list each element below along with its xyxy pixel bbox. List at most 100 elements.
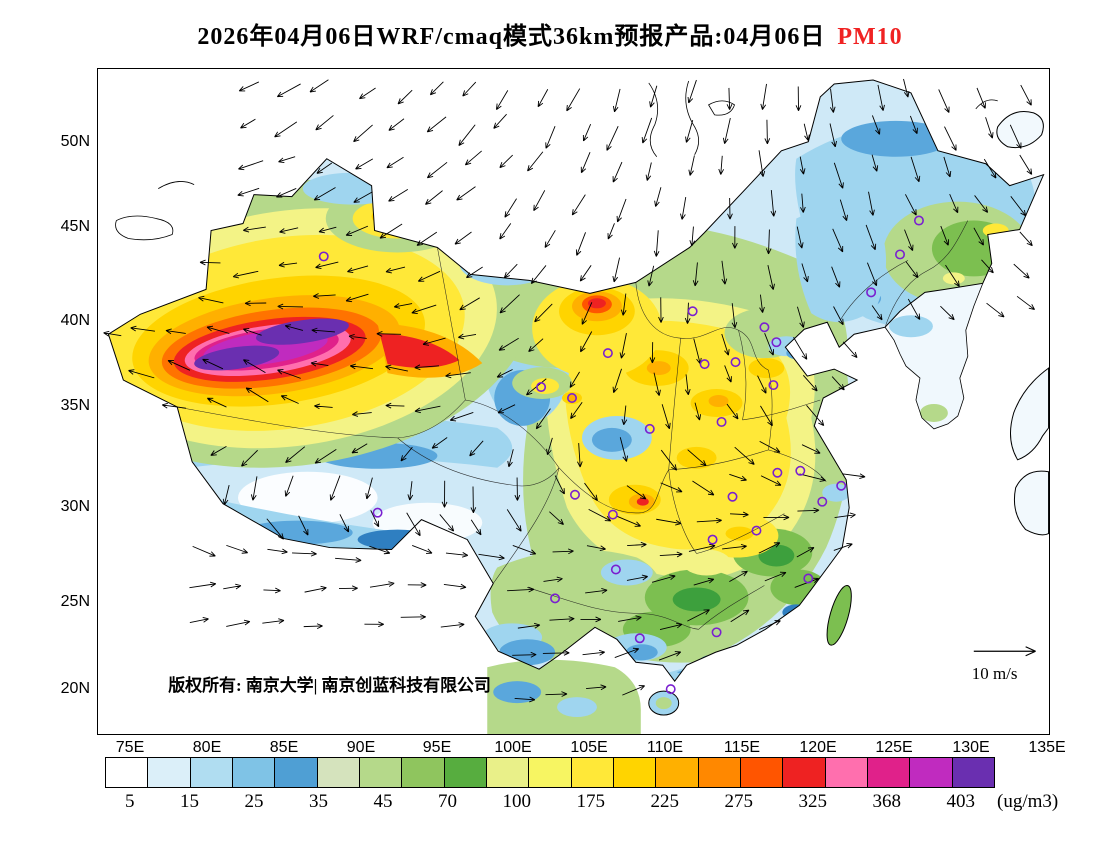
wind-vector-field	[103, 78, 1036, 703]
colorbar-tick-15: 15	[180, 791, 199, 812]
wind-scale-arrow-icon	[973, 646, 1036, 657]
colorbar-segment-1	[148, 758, 191, 787]
lat-tick-20N: 20N	[60, 680, 90, 698]
colorbar-segment-10	[529, 758, 572, 787]
city-marker	[751, 525, 762, 536]
lon-tick-125E: 125E	[875, 739, 913, 756]
colorbar	[105, 757, 995, 788]
page-title: 2026年04月06日WRF/cmaq模式36km预报产品:04月06日 PM10	[0, 16, 1100, 51]
colorbar-tick-35: 35	[309, 791, 328, 812]
japan-coastline	[1009, 367, 1049, 461]
city-marker	[372, 507, 383, 518]
city-marker	[607, 509, 618, 520]
lon-tick-75E: 75E	[115, 739, 145, 756]
colorbar-segment-9	[486, 758, 530, 787]
forecast-map: 版权所有: 南京大学| 南京创蓝科技有限公司 10 m/s	[103, 78, 1049, 734]
colorbar-segment-8	[444, 758, 487, 787]
islands	[648, 585, 852, 716]
lon-tick-105E: 105E	[570, 739, 608, 756]
lon-tick-130E: 130E	[952, 739, 990, 756]
colorbar-tick-403: 403	[946, 791, 976, 812]
colorbar-tick-275: 275	[724, 791, 754, 812]
city-marker	[644, 423, 655, 434]
city-marker	[570, 489, 580, 500]
colorbar-segment-17	[825, 758, 868, 787]
city-marker	[665, 684, 676, 695]
taiwan-island	[826, 585, 852, 646]
city-marker	[913, 215, 924, 226]
wind-arrows	[103, 78, 1036, 703]
coastlines	[107, 79, 1049, 682]
city-marker	[730, 357, 741, 368]
colorbar-segment-13	[656, 758, 699, 787]
city-marker	[895, 249, 906, 260]
colorbar-segment-15	[740, 758, 784, 787]
city-marker	[716, 416, 727, 427]
colorbar-segment-12	[613, 758, 657, 787]
lat-tick-40N: 40N	[60, 312, 90, 330]
city-marker	[318, 251, 329, 262]
colorbar-segment-20	[952, 758, 994, 787]
city-marker	[771, 337, 782, 348]
colorbar-segment-7	[402, 758, 445, 787]
colorbar-tick-70: 70	[438, 791, 457, 812]
city-marker	[634, 633, 645, 644]
colorbar-segment-16	[783, 758, 826, 787]
lake-outline	[115, 215, 174, 241]
wind-scale-label: 10 m/s	[972, 664, 1018, 683]
colorbar-tick-45: 45	[373, 791, 393, 812]
city-marker	[803, 573, 814, 584]
colorbar-tick-100: 100	[502, 791, 532, 812]
lon-tick-115E: 115E	[723, 739, 761, 756]
city-marker	[727, 491, 738, 502]
lon-tick-120E: 120E	[799, 739, 837, 756]
lat-tick-45N: 45N	[60, 218, 90, 236]
colorbar-segment-11	[571, 758, 614, 787]
title-pollutant: PM10	[837, 24, 903, 50]
colorbar-tick-225: 225	[650, 791, 680, 812]
fringe-concentration-field	[487, 283, 983, 734]
colorbar-segment-18	[867, 758, 911, 787]
colorbar-segment-3	[232, 758, 276, 787]
lon-tick-110E: 110E	[646, 739, 684, 756]
colorbar-segment-5	[317, 758, 360, 787]
lon-tick-85E: 85E	[269, 739, 299, 756]
city-marker	[550, 593, 561, 604]
lon-tick-100E: 100E	[494, 739, 532, 756]
city-marker	[610, 564, 621, 575]
colorbar-tick-5: 5	[125, 791, 135, 812]
lat-tick-30N: 30N	[60, 498, 90, 516]
city-marker	[795, 465, 806, 476]
city-marker	[602, 348, 613, 359]
wind-scale-legend: 10 m/s	[972, 646, 1036, 683]
city-marker	[866, 287, 877, 298]
city-marker	[772, 467, 783, 478]
lon-tick-95E: 95E	[422, 739, 452, 756]
colorbar-tick-175: 175	[576, 791, 606, 812]
city-marker	[567, 393, 577, 403]
copyright-text: 版权所有: 南京大学| 南京创蓝科技有限公司	[168, 675, 491, 695]
colorbar-segment-14	[698, 758, 741, 787]
colorbar-tick-25: 25	[244, 791, 264, 812]
lon-tick-135E: 135E	[1028, 739, 1066, 756]
colorbar-labels: 5 15 25 35 45 70 100 175 225 275 325 368 403	[105, 791, 995, 813]
city-marker	[711, 627, 722, 638]
city-marker	[699, 359, 710, 370]
colorbar-tick-325: 325	[798, 791, 828, 812]
china-border	[107, 79, 1045, 682]
city-marker	[817, 496, 828, 507]
colorbar-tick-368: 368	[872, 791, 902, 812]
city-marker	[759, 322, 770, 333]
province-borders	[177, 220, 969, 630]
colorbar-segment-0	[106, 758, 149, 787]
colorbar-segment-2	[190, 758, 233, 787]
city-marker	[836, 480, 847, 491]
city-markers	[318, 215, 924, 695]
colorbar-segment-4	[275, 758, 318, 787]
colorbar-unit: (ug/m3)	[997, 791, 1059, 812]
colorbar-segment-6	[359, 758, 403, 787]
lat-tick-35N: 35N	[60, 397, 90, 415]
lat-tick-25N: 25N	[60, 593, 90, 611]
city-marker	[707, 534, 718, 545]
